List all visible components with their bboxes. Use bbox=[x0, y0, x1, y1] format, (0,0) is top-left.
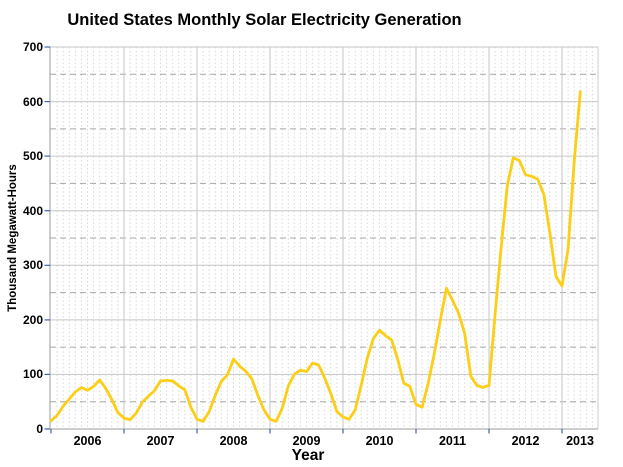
y-tick-label: 100 bbox=[22, 367, 43, 382]
y-tick-label: 400 bbox=[22, 203, 43, 218]
x-tick-label: 2008 bbox=[219, 434, 248, 448]
y-tick-label: 200 bbox=[22, 312, 43, 327]
y-tick-label: 300 bbox=[22, 258, 43, 273]
x-axis-title: Year bbox=[291, 447, 325, 464]
x-tick-label: 2009 bbox=[292, 434, 321, 448]
x-tick-label: 2007 bbox=[146, 434, 175, 448]
x-tick-label: 2012 bbox=[511, 434, 540, 448]
x-tick-label: 2006 bbox=[73, 434, 102, 448]
x-tick-label: 2010 bbox=[365, 434, 394, 448]
x-tick-label: 2013 bbox=[566, 434, 594, 448]
solar-generation-line bbox=[49, 90, 582, 423]
chart-title: United States Monthly Solar Electricity … bbox=[67, 11, 462, 29]
y-tick-label: 700 bbox=[22, 40, 43, 54]
y-tick-label: 0 bbox=[36, 422, 43, 436]
y-tick-label: 500 bbox=[22, 149, 43, 164]
y-tick-label: 600 bbox=[22, 94, 43, 109]
x-tick-label: 2011 bbox=[438, 434, 467, 448]
